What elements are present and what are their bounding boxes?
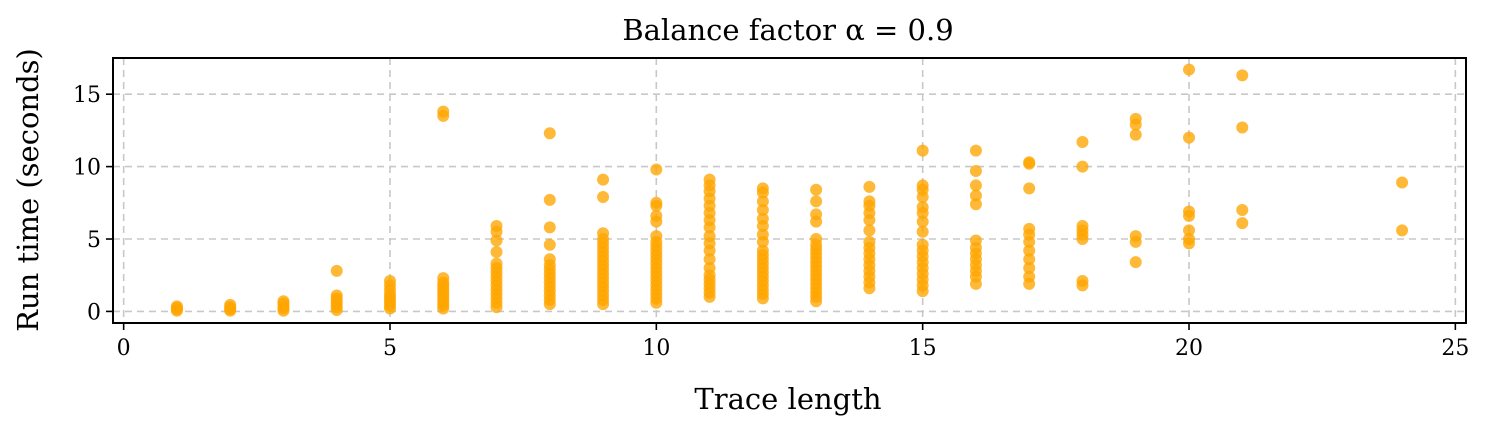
x-tick-label: 5 xyxy=(383,336,397,361)
data-point xyxy=(1023,261,1036,274)
data-point xyxy=(969,179,982,192)
data-point xyxy=(756,182,769,195)
data-point xyxy=(969,234,982,247)
data-point xyxy=(330,264,343,277)
y-tick-label: 5 xyxy=(87,228,101,253)
data-point xyxy=(1076,275,1089,288)
data-point xyxy=(1076,219,1089,232)
data-point xyxy=(1396,176,1409,189)
data-point xyxy=(703,230,716,243)
data-point xyxy=(810,183,823,196)
data-point xyxy=(863,195,876,208)
data-point xyxy=(863,235,876,248)
data-point xyxy=(756,212,769,225)
data-point xyxy=(1023,182,1036,195)
data-point xyxy=(650,196,663,209)
data-point xyxy=(916,215,929,228)
grid-layer xyxy=(113,58,1466,323)
x-tick-label: 20 xyxy=(1175,336,1203,361)
y-tick-label: 0 xyxy=(87,300,101,325)
data-point xyxy=(1183,224,1196,237)
x-tick-label: 10 xyxy=(642,336,670,361)
data-point xyxy=(756,195,769,208)
data-point xyxy=(969,144,982,157)
data-point xyxy=(543,253,556,266)
x-axis-label: Trace length xyxy=(694,382,881,416)
data-point xyxy=(224,298,237,311)
chart-title: Balance factor α = 0.9 xyxy=(622,13,953,47)
x-tick-label: 0 xyxy=(117,336,131,361)
data-point xyxy=(703,261,716,274)
data-point xyxy=(756,228,769,241)
data-point xyxy=(1396,224,1409,237)
data-point xyxy=(650,163,663,176)
data-point xyxy=(650,209,663,222)
data-point xyxy=(1076,160,1089,173)
data-point xyxy=(756,204,769,217)
data-point xyxy=(1183,233,1196,246)
data-point xyxy=(543,221,556,234)
data-point xyxy=(1076,135,1089,148)
data-point xyxy=(863,180,876,193)
data-point xyxy=(703,253,716,266)
data-point xyxy=(969,198,982,211)
x-tick-label: 15 xyxy=(909,336,937,361)
data-point xyxy=(490,257,503,270)
y-axis-label: Run time (seconds) xyxy=(11,48,45,332)
data-point xyxy=(277,295,290,308)
data-point xyxy=(330,289,343,302)
data-point xyxy=(756,244,769,257)
data-point xyxy=(1236,204,1249,217)
data-point xyxy=(597,227,610,240)
data-point xyxy=(1183,131,1196,144)
data-point xyxy=(810,195,823,208)
data-point xyxy=(597,191,610,204)
data-point xyxy=(490,234,503,247)
data-point xyxy=(703,173,716,186)
x-tick-label: 25 xyxy=(1441,336,1469,361)
data-point xyxy=(437,272,450,285)
data-point xyxy=(437,105,450,118)
data-point xyxy=(597,173,610,186)
data-point xyxy=(916,238,929,251)
data-point xyxy=(1129,256,1142,269)
data-point xyxy=(1183,63,1196,76)
data-point xyxy=(1236,69,1249,82)
plot-frame xyxy=(112,57,1467,324)
data-point xyxy=(916,225,929,238)
data-point xyxy=(1023,156,1036,169)
data-point xyxy=(1236,121,1249,134)
data-point xyxy=(916,201,929,214)
points-layer xyxy=(170,63,1409,317)
data-point xyxy=(1129,112,1142,125)
data-point xyxy=(490,219,503,232)
data-point xyxy=(969,189,982,202)
data-point xyxy=(1023,253,1036,266)
data-point xyxy=(1129,230,1142,243)
data-point xyxy=(650,230,663,243)
data-point xyxy=(863,224,876,237)
data-point xyxy=(810,208,823,221)
y-tick-label: 15 xyxy=(73,83,101,108)
data-point xyxy=(1023,222,1036,235)
data-point xyxy=(1023,270,1036,283)
data-point xyxy=(1236,217,1249,230)
data-point xyxy=(383,275,396,288)
data-point xyxy=(543,238,556,251)
data-point xyxy=(170,300,183,313)
data-point xyxy=(490,246,503,259)
data-point xyxy=(916,179,929,192)
data-point xyxy=(543,127,556,140)
y-tick-label: 10 xyxy=(73,156,101,181)
y-axis-ticks: 0 5 10 15 xyxy=(73,83,113,325)
data-point xyxy=(1023,244,1036,257)
data-point xyxy=(1129,128,1142,141)
data-point xyxy=(916,144,929,157)
data-point xyxy=(543,193,556,206)
x-axis-ticks: 0 5 10 15 20 25 xyxy=(117,323,1469,361)
data-point xyxy=(1183,205,1196,218)
data-point xyxy=(810,233,823,246)
data-point xyxy=(969,164,982,177)
